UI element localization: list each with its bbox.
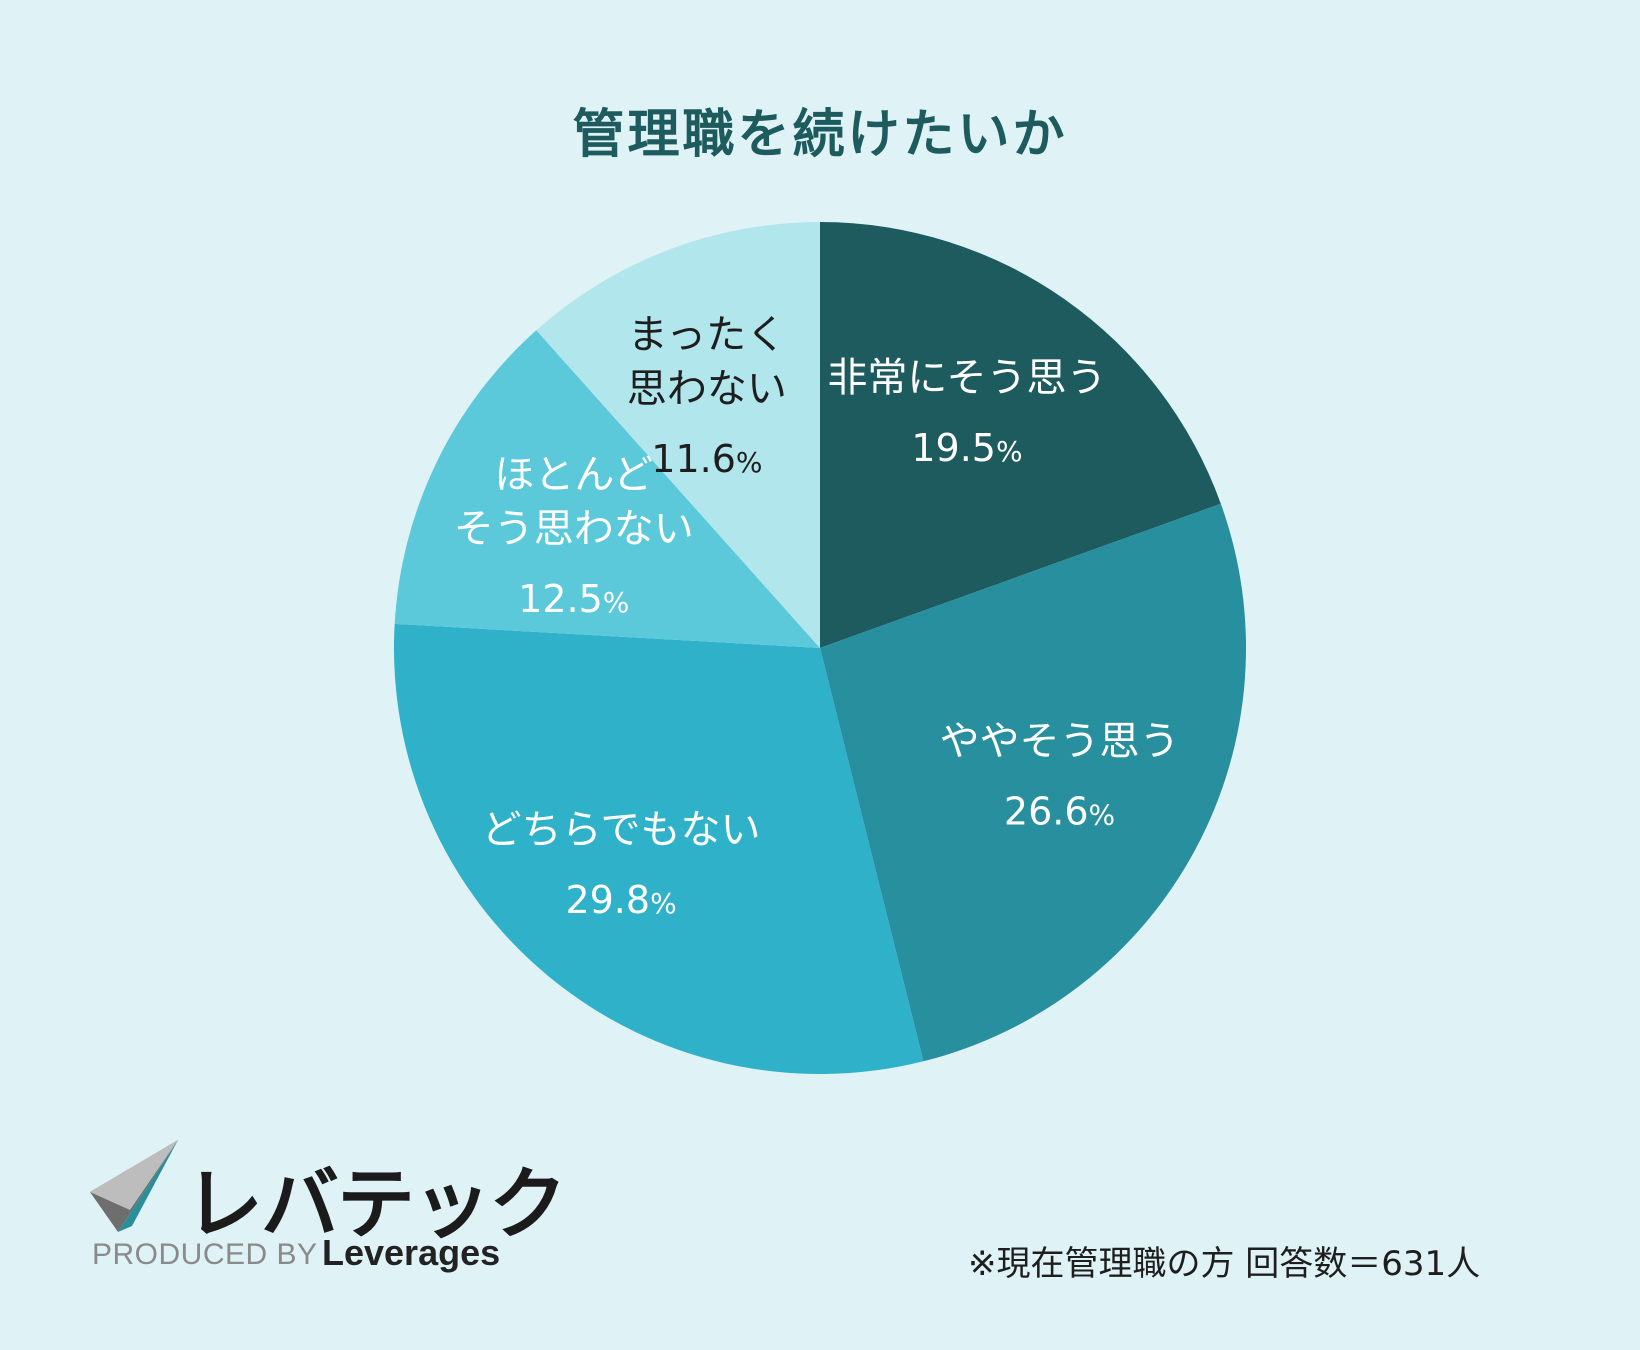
levtech-logo-icon	[90, 1140, 178, 1232]
produced-by-text: PRODUCED BY	[92, 1238, 318, 1271]
pie-slice	[820, 503, 1246, 1062]
slice-label: 思わない	[627, 366, 787, 412]
brand-name: レバテック	[185, 1160, 567, 1250]
slice-label: ややそう思う	[940, 718, 1180, 764]
pie-slice	[536, 222, 820, 648]
slice-value: 12.5%	[518, 577, 629, 621]
pie-slice	[820, 222, 1221, 648]
pie-slice	[394, 330, 820, 648]
slice-label: 非常にそう思う	[827, 355, 1106, 401]
slice-value: 26.6%	[1004, 789, 1115, 833]
respondent-note: ※現在管理職の方 回答数＝631人	[968, 1244, 1481, 1284]
company-name: Leverages	[322, 1232, 501, 1273]
slice-label: まったく	[628, 312, 786, 358]
slice-value: 11.6%	[651, 437, 762, 481]
slice-label: どちらでもない	[482, 807, 761, 853]
pie-slice	[394, 623, 924, 1074]
slice-label: ほとんど	[494, 452, 653, 498]
slice-value: 19.5%	[911, 426, 1022, 470]
slice-label: そう思わない	[454, 506, 694, 552]
chart-title: 管理職を続けたいか	[572, 105, 1068, 165]
slice-value: 29.8%	[565, 878, 676, 922]
